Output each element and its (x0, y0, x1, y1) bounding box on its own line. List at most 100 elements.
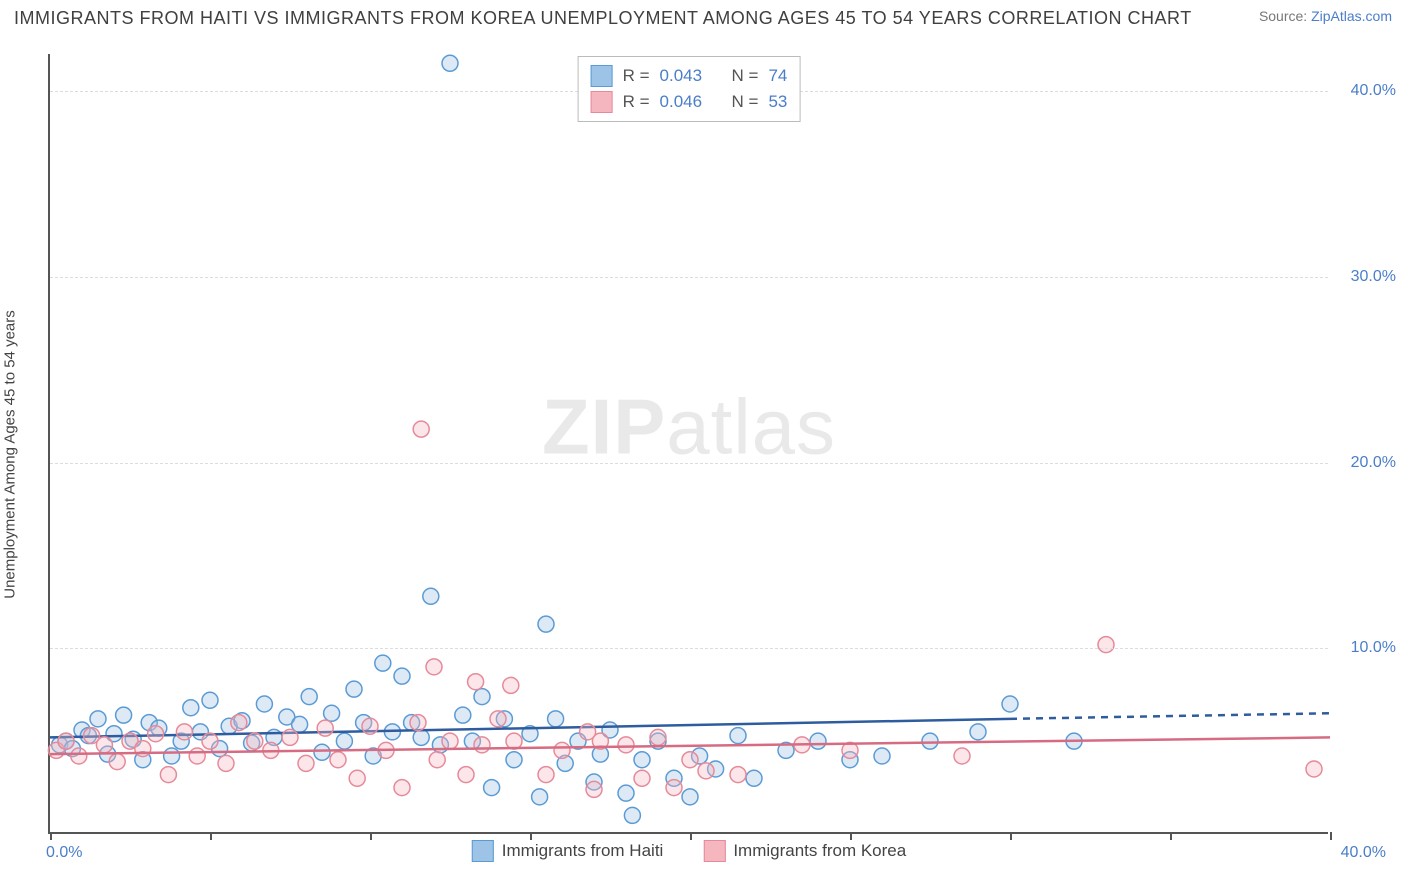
data-point (634, 752, 650, 768)
series-name: Immigrants from Korea (733, 841, 906, 861)
x-tickmark (690, 832, 692, 840)
y-tick-label: 40.0% (1351, 82, 1396, 100)
legend-n-value: 53 (768, 92, 787, 112)
data-point (484, 780, 500, 796)
trend-line-extrapolated (1010, 713, 1330, 719)
data-point (468, 674, 484, 690)
data-point (586, 781, 602, 797)
data-point (96, 737, 112, 753)
y-tick-label: 10.0% (1351, 639, 1396, 657)
gridline (50, 648, 1328, 649)
data-point (58, 733, 74, 749)
data-point (426, 659, 442, 675)
data-point (1002, 696, 1018, 712)
data-point (538, 767, 554, 783)
data-point (624, 807, 640, 823)
data-point (109, 754, 125, 770)
data-point (618, 785, 634, 801)
correlation-legend: R = 0.043 N = 74 R = 0.046 N = 53 (578, 56, 801, 122)
data-point (160, 767, 176, 783)
data-point (394, 668, 410, 684)
legend-r-label: R = (623, 66, 650, 86)
legend-swatch-icon (472, 840, 494, 862)
data-point (413, 421, 429, 437)
y-tick-label: 20.0% (1351, 454, 1396, 472)
data-point (458, 767, 474, 783)
data-point (394, 780, 410, 796)
chart-title: IMMIGRANTS FROM HAITI VS IMMIGRANTS FROM… (14, 8, 1192, 29)
data-point (282, 729, 298, 745)
series-name: Immigrants from Haiti (502, 841, 664, 861)
legend-r-value: 0.046 (660, 92, 703, 112)
data-point (970, 724, 986, 740)
data-point (538, 616, 554, 632)
data-point (330, 752, 346, 768)
data-point (189, 748, 205, 764)
gridline (50, 277, 1328, 278)
data-point (410, 715, 426, 731)
legend-swatch-icon (591, 91, 613, 113)
data-point (202, 692, 218, 708)
data-point (116, 707, 132, 723)
x-tickmark (50, 832, 52, 840)
data-point (349, 770, 365, 786)
data-point (429, 752, 445, 768)
legend-r-value: 0.043 (660, 66, 703, 86)
data-point (506, 733, 522, 749)
data-point (90, 711, 106, 727)
x-tickmark (1010, 832, 1012, 840)
data-point (71, 748, 87, 764)
data-point (650, 729, 666, 745)
data-point (474, 737, 490, 753)
data-point (1306, 761, 1322, 777)
data-point (324, 705, 340, 721)
data-point (474, 689, 490, 705)
y-tick-label: 30.0% (1351, 268, 1396, 286)
x-tickmark (850, 832, 852, 840)
data-point (148, 726, 164, 742)
x-tickmark (210, 832, 212, 840)
x-tick-min: 0.0% (46, 844, 82, 862)
source-label: Source: (1259, 8, 1307, 24)
data-point (532, 789, 548, 805)
data-point (247, 733, 263, 749)
data-point (346, 681, 362, 697)
data-point (231, 715, 247, 731)
data-point (375, 655, 391, 671)
source-link[interactable]: ZipAtlas.com (1311, 8, 1392, 24)
x-tickmark (1170, 832, 1172, 840)
data-point (256, 696, 272, 712)
legend-n-label: N = (732, 92, 759, 112)
data-point (423, 588, 439, 604)
data-point (1098, 637, 1114, 653)
data-point (682, 789, 698, 805)
series-legend: Immigrants from Haiti Immigrants from Kor… (472, 840, 906, 862)
scatter-svg (50, 54, 1328, 832)
data-point (442, 55, 458, 71)
data-point (362, 718, 378, 734)
data-point (164, 748, 180, 764)
gridline (50, 463, 1328, 464)
legend-n-label: N = (732, 66, 759, 86)
data-point (954, 748, 970, 764)
data-point (548, 711, 564, 727)
x-tick-max: 40.0% (1341, 844, 1386, 862)
data-point (730, 728, 746, 744)
legend-row: R = 0.043 N = 74 (591, 63, 788, 89)
data-point (455, 707, 471, 723)
source-attribution: Source: ZipAtlas.com (1259, 8, 1392, 24)
series-legend-item: Immigrants from Haiti (472, 840, 664, 862)
data-point (506, 752, 522, 768)
series-legend-item: Immigrants from Korea (703, 840, 906, 862)
data-point (666, 780, 682, 796)
data-point (336, 733, 352, 749)
data-point (922, 733, 938, 749)
data-point (618, 737, 634, 753)
data-point (202, 733, 218, 749)
y-axis-label: Unemployment Among Ages 45 to 54 years (2, 310, 19, 599)
data-point (176, 724, 192, 740)
x-tickmark (370, 832, 372, 840)
data-point (874, 748, 890, 764)
data-point (503, 677, 519, 693)
data-point (810, 733, 826, 749)
